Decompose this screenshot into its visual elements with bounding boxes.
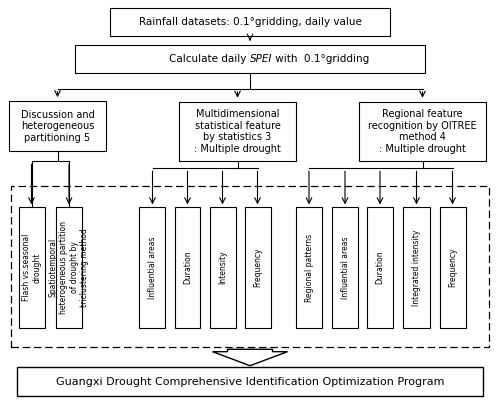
FancyBboxPatch shape [332,207,358,328]
Text: Rainfall datasets: 0.1°gridding, daily value: Rainfall datasets: 0.1°gridding, daily v… [138,17,362,27]
FancyBboxPatch shape [174,207,201,328]
FancyBboxPatch shape [359,102,486,161]
Text: Duration: Duration [376,251,384,284]
Polygon shape [212,349,288,366]
FancyBboxPatch shape [75,45,425,73]
FancyBboxPatch shape [18,367,482,396]
Text: Flash vs.seasonal
drought: Flash vs.seasonal drought [22,234,41,301]
FancyBboxPatch shape [210,207,236,328]
FancyBboxPatch shape [440,207,466,328]
FancyBboxPatch shape [296,207,322,328]
Text: Frequency: Frequency [253,248,262,287]
Text: Regional feature
recognition by OITREE
method 4
: Multiple drought: Regional feature recognition by OITREE m… [368,109,477,154]
FancyBboxPatch shape [179,102,296,161]
Text: Frequency: Frequency [448,248,457,287]
Text: Calculate daily: Calculate daily [170,54,250,64]
FancyBboxPatch shape [140,207,166,328]
Text: Guangxi Drought Comprehensive Identification Optimization Program: Guangxi Drought Comprehensive Identifica… [56,377,444,387]
Text: Discussion and
heterogeneous
partitioning 5: Discussion and heterogeneous partitionin… [20,110,94,143]
Text: SPEI: SPEI [250,54,272,64]
Text: with  0.1°gridding: with 0.1°gridding [272,54,369,64]
FancyBboxPatch shape [244,207,270,328]
Text: Spatiotemporal
heterogeneous partition
of drought by
triclustering method: Spatiotemporal heterogeneous partition o… [49,221,89,314]
Text: Intensity: Intensity [218,251,227,284]
FancyBboxPatch shape [56,207,82,328]
FancyBboxPatch shape [367,207,393,328]
FancyBboxPatch shape [18,207,44,328]
FancyBboxPatch shape [404,207,429,328]
Text: Duration: Duration [183,251,192,284]
FancyBboxPatch shape [110,8,390,36]
Text: Multidimensional
statistical feature
by statistics 3
: Multiple drought: Multidimensional statistical feature by … [194,109,281,154]
Text: Regional patterns: Regional patterns [304,233,314,302]
Text: Influential areas: Influential areas [340,236,349,299]
FancyBboxPatch shape [9,101,106,151]
Text: Integrated intensity: Integrated intensity [412,229,421,306]
Text: Influential areas: Influential areas [148,236,157,299]
